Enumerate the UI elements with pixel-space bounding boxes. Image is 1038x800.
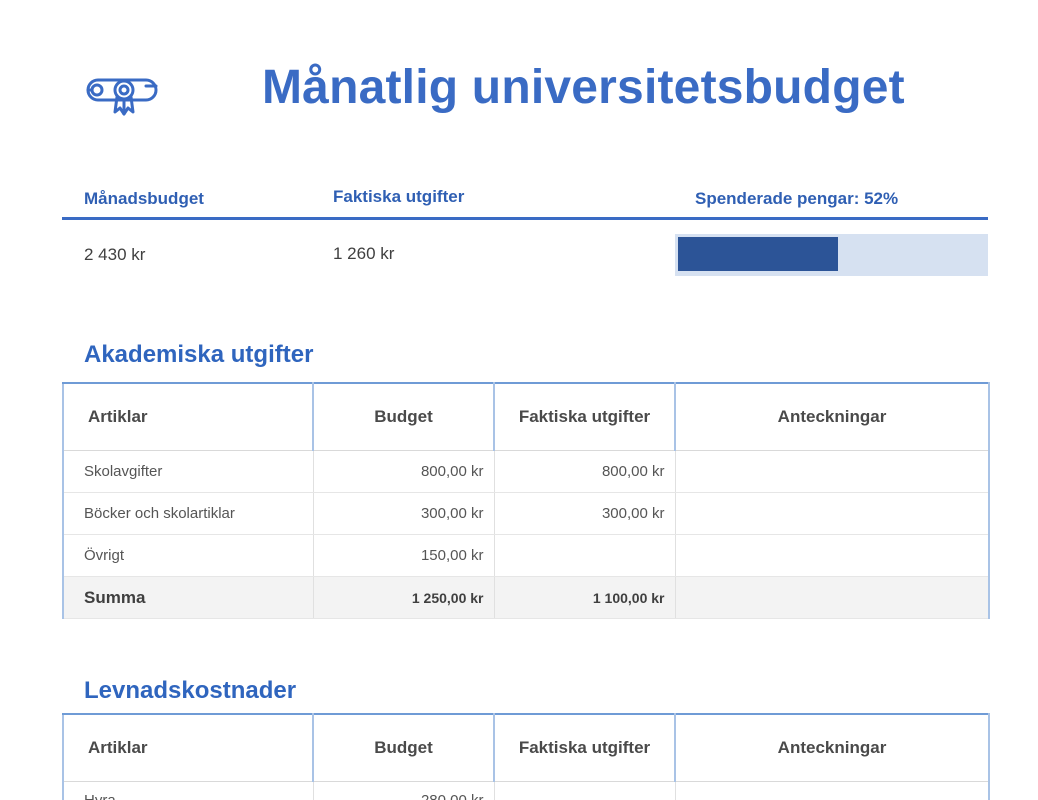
actual-cell[interactable]	[493, 781, 675, 800]
budget-cell[interactable]: 280,00 kr	[312, 781, 494, 800]
column-header-actual: Faktiska utgifter	[493, 383, 675, 451]
column-header-notes: Anteckningar	[674, 383, 989, 451]
living-costs-table: Artiklar Budget Faktiska utgifter Anteck…	[62, 713, 990, 800]
total-budget: 1 250,00 kr	[312, 576, 494, 619]
column-header-actual: Faktiska utgifter	[493, 714, 675, 782]
column-header-budget: Budget	[312, 383, 494, 451]
table-header-row: Artiklar Budget Faktiska utgifter Anteck…	[63, 383, 989, 451]
total-notes	[674, 576, 989, 619]
total-actual: 1 100,00 kr	[493, 576, 675, 619]
actual-cell[interactable]: 800,00 kr	[493, 450, 675, 493]
spent-progress-fill	[678, 237, 838, 271]
actual-cell[interactable]	[493, 534, 675, 577]
total-label: Summa	[63, 576, 313, 619]
actual-cell[interactable]: 300,00 kr	[493, 492, 675, 535]
table-row: Övrigt 150,00 kr	[63, 534, 989, 577]
column-header-budget: Budget	[312, 714, 494, 782]
actual-expenses-value: 1 260 kr	[333, 244, 395, 263]
budget-cell[interactable]: 800,00 kr	[312, 450, 494, 493]
item-cell[interactable]: Skolavgifter	[63, 450, 313, 493]
monthly-budget-label: Månadsbudget	[84, 189, 204, 208]
column-header-notes: Anteckningar	[674, 714, 989, 782]
living-costs-title: Levnadskostnader	[84, 677, 297, 704]
table-row: Skolavgifter 800,00 kr 800,00 kr	[63, 450, 989, 493]
diploma-icon	[84, 70, 164, 120]
column-header-items: Artiklar	[63, 383, 313, 451]
table-row: Hyra 280,00 kr	[63, 781, 989, 800]
total-row: Summa 1 250,00 kr 1 100,00 kr	[63, 576, 989, 619]
notes-cell[interactable]	[674, 534, 989, 577]
monthly-budget-value: 2 430 kr	[84, 245, 146, 264]
item-cell[interactable]: Övrigt	[63, 534, 313, 577]
table-row: Böcker och skolartiklar 300,00 kr 300,00…	[63, 492, 989, 535]
spent-progress-bar	[675, 234, 988, 276]
item-cell[interactable]: Hyra	[63, 781, 313, 800]
column-header-items: Artiklar	[63, 714, 313, 782]
table-header-row: Artiklar Budget Faktiska utgifter Anteck…	[63, 714, 989, 782]
budget-cell[interactable]: 300,00 kr	[312, 492, 494, 535]
actual-expenses-label: Faktiska utgifter	[333, 187, 465, 206]
budget-cell[interactable]: 150,00 kr	[312, 534, 494, 577]
page-title: Månatlig universitetsbudget	[262, 61, 905, 114]
money-spent-label: Spenderade pengar: 52%	[695, 189, 899, 208]
notes-cell[interactable]	[674, 492, 989, 535]
notes-cell[interactable]	[674, 781, 989, 800]
academic-expenses-title: Akademiska utgifter	[84, 341, 314, 368]
item-cell[interactable]: Böcker och skolartiklar	[63, 492, 313, 535]
academic-expenses-table: Artiklar Budget Faktiska utgifter Anteck…	[62, 382, 990, 619]
summary-divider	[62, 217, 988, 220]
notes-cell[interactable]	[674, 450, 989, 493]
